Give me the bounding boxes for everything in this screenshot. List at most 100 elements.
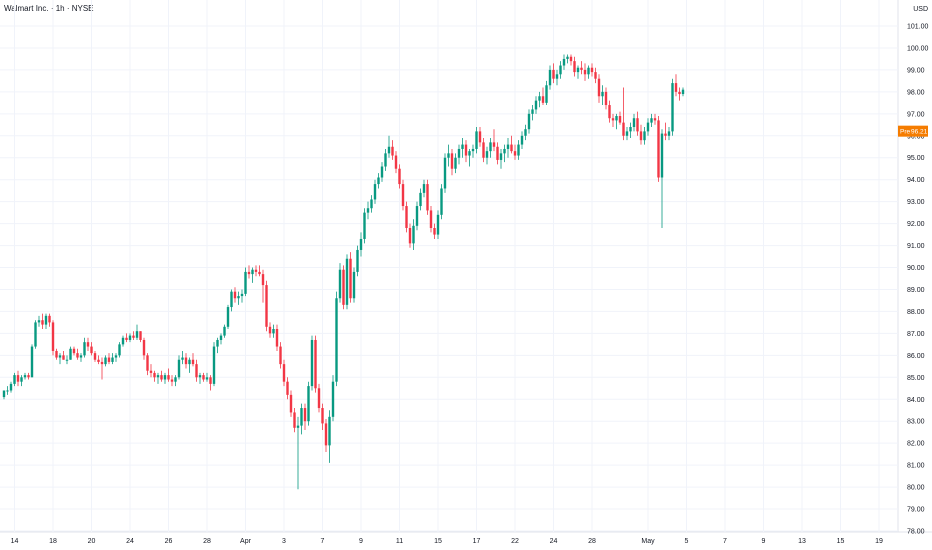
candle <box>230 289 233 312</box>
candle <box>156 372 160 384</box>
candle-body <box>524 129 527 136</box>
candle <box>569 54 573 66</box>
candle <box>608 100 611 123</box>
candle-body <box>657 120 660 178</box>
y-tick-label: 97.00 <box>907 111 925 118</box>
candle-body <box>576 67 580 73</box>
candle <box>489 137 492 158</box>
candle-body <box>328 416 331 446</box>
candle <box>370 195 373 213</box>
candle <box>576 65 580 79</box>
candle-body <box>492 142 496 147</box>
candle <box>188 357 191 373</box>
candle <box>499 148 503 169</box>
candle <box>27 372 30 380</box>
candle <box>23 372 27 380</box>
candle <box>107 353 111 365</box>
candle <box>90 342 93 356</box>
candle-body <box>422 184 426 193</box>
candle <box>58 353 62 365</box>
candle <box>412 219 415 250</box>
y-tick-label: 93.00 <box>907 199 925 206</box>
y-tick-label: 87.00 <box>907 331 925 338</box>
candle-body <box>671 83 674 132</box>
candle-body <box>562 58 566 66</box>
candle <box>524 124 527 141</box>
candle-body <box>233 291 237 299</box>
candle-body <box>79 355 83 358</box>
candle <box>79 353 83 362</box>
candle-body <box>377 177 380 185</box>
candle-body <box>314 339 317 389</box>
candle <box>338 263 342 303</box>
x-tick-label: 9 <box>359 538 363 545</box>
x-tick-label: 20 <box>88 538 96 545</box>
x-tick-label: 19 <box>875 538 883 545</box>
candle <box>615 113 618 130</box>
y-tick-label: 95.00 <box>907 155 925 162</box>
candles <box>2 54 685 490</box>
candle-body <box>429 210 433 228</box>
candle <box>464 140 468 163</box>
candle <box>237 291 240 305</box>
candle-body <box>195 364 198 378</box>
x-tick-label: 7 <box>723 538 727 545</box>
candle <box>41 313 44 329</box>
candle-body <box>569 56 573 62</box>
candle-body <box>573 61 576 73</box>
candle <box>611 113 615 127</box>
candle-body <box>27 375 30 378</box>
candle <box>415 201 419 231</box>
candle <box>251 267 254 283</box>
candle <box>34 320 37 349</box>
candle-body <box>674 83 678 92</box>
candle <box>426 179 429 215</box>
candle <box>202 372 205 382</box>
y-tick-label: 84.00 <box>907 397 925 404</box>
grid-lines <box>0 0 932 533</box>
candle-body <box>76 353 79 358</box>
candle <box>65 355 69 365</box>
candle <box>86 337 90 351</box>
candle <box>478 127 482 147</box>
candle-body <box>338 269 342 299</box>
candle <box>37 315 41 327</box>
time-axis: 14 18 20 24 26 28 Apr 3 7 9 11 15 17 22 24 28 May 5 7 9 13 15… <box>11 538 883 545</box>
candle-body <box>650 118 653 123</box>
y-tick-label: 83.00 <box>907 419 925 426</box>
candle-body <box>646 122 650 132</box>
candle <box>538 91 541 108</box>
candle <box>394 151 398 174</box>
candle <box>352 267 356 303</box>
candle <box>345 254 349 310</box>
candle-body <box>226 307 230 327</box>
candle <box>359 232 363 257</box>
candle <box>146 353 149 376</box>
candle-body <box>555 74 559 79</box>
candle <box>597 74 601 103</box>
candle-body <box>608 105 611 119</box>
candle <box>209 375 212 391</box>
candle-body <box>419 192 422 207</box>
candle-body <box>587 67 590 75</box>
y-tick-label: 90.00 <box>907 265 925 272</box>
candle <box>205 372 209 382</box>
current-price-badge: Pre 96.21 <box>898 125 928 137</box>
candle-body <box>510 144 513 152</box>
candle-body <box>356 249 359 272</box>
y-tick-label: 79.00 <box>907 507 925 514</box>
candle-body <box>303 408 307 422</box>
candle <box>447 144 450 167</box>
candle-body <box>331 381 335 417</box>
candle <box>307 381 310 426</box>
y-tick-label: 78.00 <box>907 529 925 536</box>
price-badge-value: 96.21 <box>911 129 928 136</box>
x-tick-label: 11 <box>396 538 403 545</box>
candle <box>520 131 524 149</box>
candle <box>296 416 300 490</box>
candle-body <box>426 184 429 211</box>
candle-body <box>604 91 608 106</box>
candle-body <box>538 96 541 101</box>
candle <box>548 65 552 90</box>
